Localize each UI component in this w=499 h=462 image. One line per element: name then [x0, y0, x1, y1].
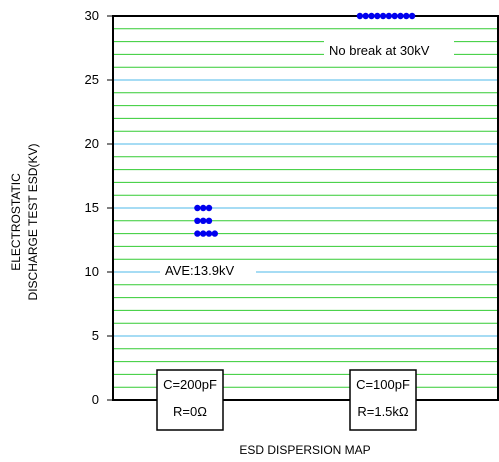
category-box-0: C=200pF R=0Ω	[156, 369, 224, 431]
y-tick-label: 20	[85, 136, 99, 151]
average-annotation: AVE:13.9kV	[160, 260, 256, 280]
data-point-series-0	[205, 230, 213, 237]
y-ticks	[107, 15, 113, 401]
x-axis-title: ESD DISPERSION MAP	[239, 443, 370, 457]
average-annotation-bg	[160, 260, 256, 280]
category-1-resistance: R=1.5kΩ	[357, 404, 409, 419]
y-axis-title-line-1: ELECTROSTATIC	[9, 173, 23, 271]
data-point-series-1	[374, 12, 381, 20]
data-point-series-1	[385, 12, 393, 20]
data-point-series-0	[211, 230, 218, 237]
y-tick-label: 30	[85, 8, 99, 23]
category-box-0-border	[156, 369, 224, 431]
data-point-series-1	[397, 12, 404, 20]
data-point-series-0	[200, 230, 207, 237]
category-box-1: C=100pF R=1.5kΩ	[349, 369, 417, 431]
data-point-series-0	[205, 204, 213, 212]
grid-lines	[113, 28, 498, 388]
data-point-series-0	[194, 230, 201, 237]
data-point-series-1	[368, 12, 375, 20]
data-point-series-0	[194, 204, 201, 212]
data-point-series-1	[408, 12, 416, 20]
y-tick-label: 10	[85, 264, 99, 279]
data-point-series-0	[200, 204, 207, 212]
no-break-annotation-bg	[324, 40, 454, 60]
data-point-series-1	[379, 12, 387, 20]
category-box-1-border	[349, 369, 417, 431]
y-tick-label: 25	[85, 72, 99, 87]
data-point-series-0	[200, 217, 207, 224]
category-0-capacitance: C=200pF	[163, 377, 217, 392]
y-axis-title-line-2: DISCHARGE TEST ESD(KV)	[26, 144, 40, 301]
data-points	[194, 12, 416, 237]
y-tick-label: 5	[92, 328, 99, 343]
no-break-annotation: No break at 30kV	[324, 40, 454, 60]
average-label: AVE:13.9kV	[165, 263, 234, 278]
data-point-series-0	[194, 217, 201, 224]
data-point-series-1	[362, 12, 369, 20]
data-point-series-1	[403, 12, 410, 20]
y-tick-label: 0	[92, 392, 99, 407]
y-tick-labels: 0 5 10 15 20 25 30	[85, 8, 99, 407]
no-break-label: No break at 30kV	[329, 43, 430, 58]
data-point-series-0	[205, 217, 213, 224]
data-point-series-1	[391, 12, 398, 20]
data-point-series-1	[356, 12, 364, 20]
y-tick-label: 15	[85, 200, 99, 215]
category-1-capacitance: C=100pF	[356, 377, 410, 392]
category-0-resistance: R=0Ω	[173, 404, 207, 419]
